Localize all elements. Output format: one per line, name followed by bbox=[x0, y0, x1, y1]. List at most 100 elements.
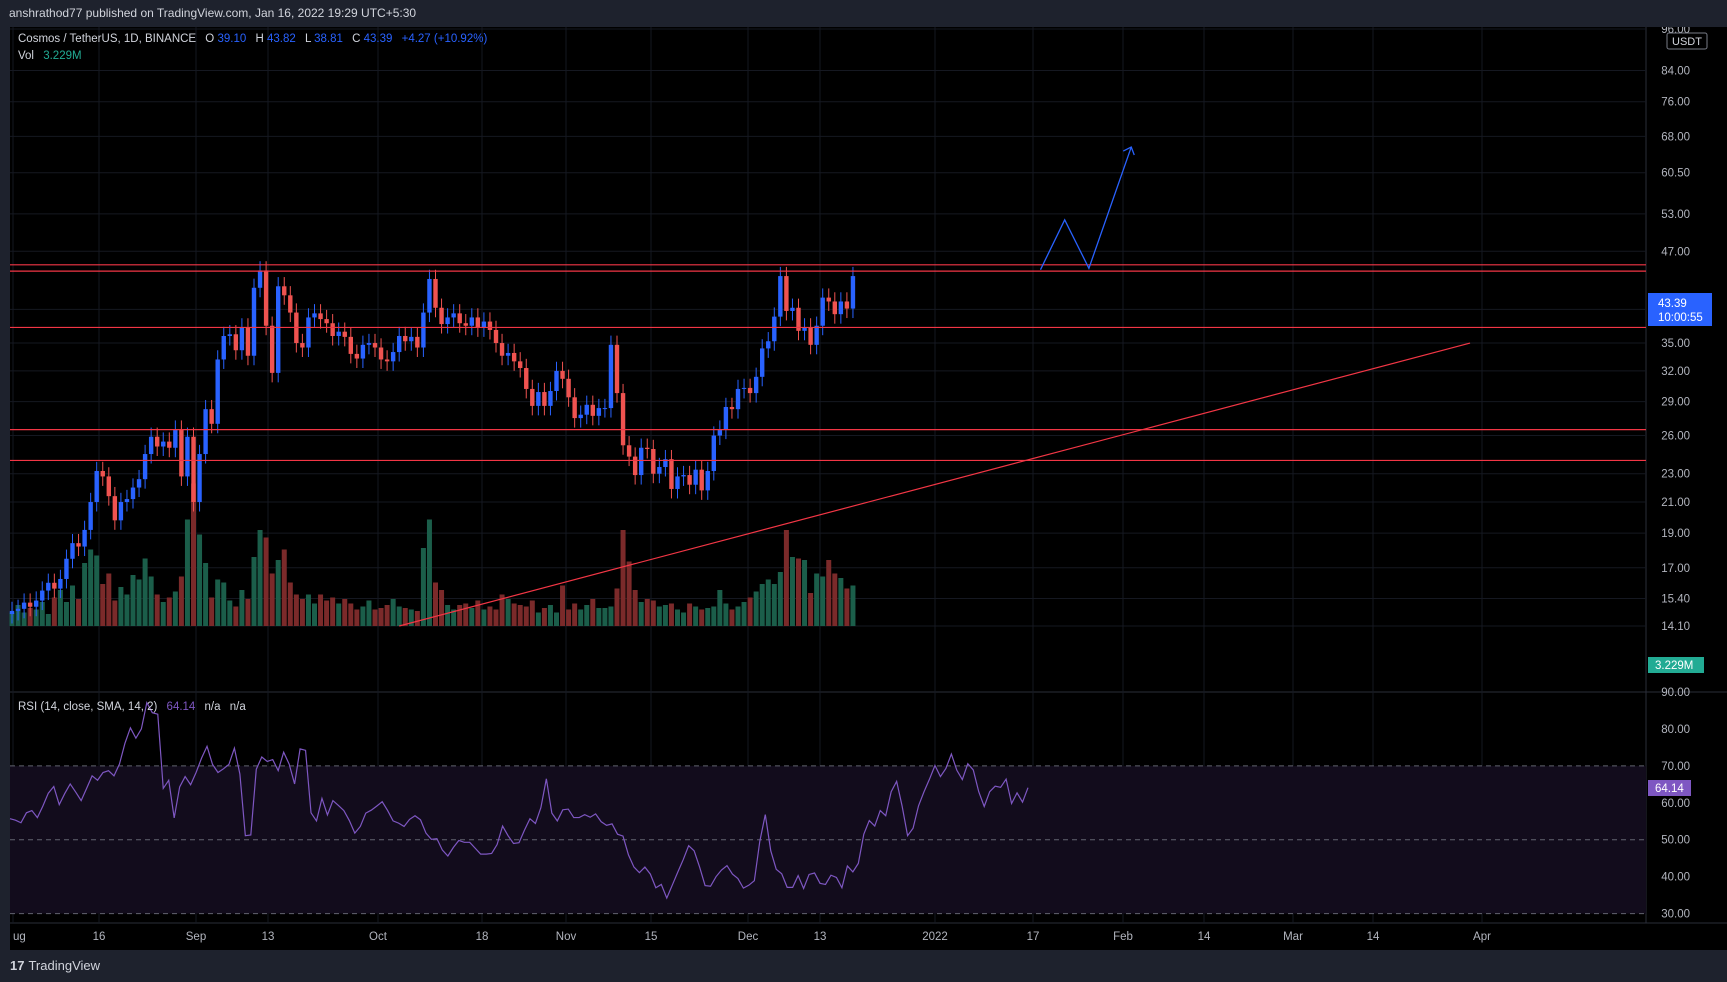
volume-bar bbox=[318, 594, 324, 626]
volume-bar bbox=[511, 603, 517, 626]
time-tick-label: 14 bbox=[1198, 931, 1211, 943]
tradingview-logo[interactable]: 17 TradingView bbox=[10, 958, 100, 973]
volume-bar bbox=[705, 608, 711, 626]
candle-body bbox=[88, 502, 93, 530]
volume-bar bbox=[632, 590, 638, 626]
candle-body bbox=[499, 343, 505, 356]
countdown-label: 10:00:55 bbox=[1658, 312, 1703, 324]
price-tick-label: 47.00 bbox=[1661, 246, 1690, 258]
candle-body bbox=[300, 343, 305, 348]
projection-path bbox=[1039, 146, 1135, 270]
volume-bar bbox=[675, 609, 680, 626]
candle-body bbox=[191, 436, 196, 503]
candle-body bbox=[814, 325, 819, 345]
candle-body bbox=[445, 317, 450, 325]
legend-vol-value: 3.229M bbox=[43, 50, 81, 62]
time-tick-label: Apr bbox=[1473, 931, 1491, 943]
footer-bar: 17 TradingView bbox=[0, 950, 1727, 982]
volume-bar bbox=[560, 585, 566, 626]
candle-body bbox=[747, 387, 753, 394]
volume-bar bbox=[596, 608, 602, 626]
chart-canvas[interactable]: 96.0084.0076.0068.0060.5053.0047.0039.00… bbox=[0, 27, 1727, 950]
candle-body bbox=[82, 529, 87, 547]
volume-bar bbox=[384, 605, 390, 626]
volume-bar bbox=[227, 600, 233, 626]
candle-body bbox=[463, 323, 468, 326]
volume-bar bbox=[45, 614, 51, 626]
volume-bar bbox=[299, 599, 305, 626]
candle-body bbox=[838, 301, 844, 315]
candle-body bbox=[790, 307, 795, 311]
volume-bar bbox=[136, 579, 142, 626]
price-tick-label: 35.00 bbox=[1661, 338, 1690, 350]
currency-box[interactable] bbox=[1666, 32, 1708, 50]
volume-bar bbox=[100, 584, 106, 626]
volume-bar bbox=[457, 605, 463, 626]
candle-body bbox=[808, 327, 813, 345]
time-tick-label: 2022 bbox=[922, 931, 948, 943]
volume-bar bbox=[70, 585, 75, 626]
candle-body bbox=[330, 323, 335, 337]
candle-body bbox=[693, 469, 698, 485]
legend-o-value: 39.10 bbox=[217, 33, 246, 45]
candle-body bbox=[542, 392, 547, 406]
candle-body bbox=[530, 388, 535, 406]
candle-body bbox=[306, 317, 311, 348]
legend-c-value: 43.39 bbox=[364, 33, 393, 45]
candle-body bbox=[584, 404, 589, 415]
volume-bar bbox=[154, 594, 160, 626]
candle-body bbox=[602, 408, 608, 410]
candle-body bbox=[675, 476, 680, 489]
volume-bar bbox=[414, 611, 420, 626]
volume-bar bbox=[396, 606, 402, 626]
price-tick-label: 32.00 bbox=[1661, 366, 1690, 378]
candle-body bbox=[493, 329, 499, 344]
volume-bar bbox=[191, 483, 196, 626]
candle-body bbox=[560, 370, 565, 379]
volume-bar bbox=[221, 582, 227, 626]
volume-bar bbox=[63, 602, 69, 626]
candle-body bbox=[590, 404, 595, 416]
candle-body bbox=[384, 359, 390, 362]
time-tick-label: ug bbox=[13, 931, 26, 943]
volume-bar bbox=[850, 585, 856, 626]
candle-body bbox=[511, 352, 517, 362]
candle-body bbox=[705, 471, 710, 491]
volume-bar bbox=[21, 612, 27, 626]
time-tick-label: 16 bbox=[93, 931, 106, 943]
volume-bar bbox=[469, 608, 475, 626]
legend-change: +4.27 (+10.92%) bbox=[402, 33, 488, 45]
volume-bar bbox=[687, 603, 693, 626]
time-tick-label: 18 bbox=[476, 931, 489, 943]
candle-body bbox=[348, 336, 353, 354]
volume-bar bbox=[699, 609, 705, 626]
candle-body bbox=[233, 334, 239, 351]
price-tick-label: 26.00 bbox=[1661, 431, 1690, 443]
price-tick-label: 53.00 bbox=[1661, 209, 1690, 221]
volume-bar bbox=[681, 612, 687, 626]
candle-body bbox=[723, 406, 729, 430]
volume-bar bbox=[378, 608, 384, 626]
candle-body bbox=[173, 429, 178, 448]
volume-bar bbox=[209, 597, 215, 626]
price-tick-label: 84.00 bbox=[1661, 66, 1690, 78]
volume-bar bbox=[505, 599, 511, 626]
volume-series bbox=[9, 483, 856, 626]
volume-bar bbox=[269, 573, 275, 626]
legend-vol-label: Vol bbox=[18, 50, 34, 62]
time-tick-label: Sep bbox=[186, 931, 206, 943]
candle-body bbox=[850, 276, 856, 309]
volume-bar bbox=[324, 600, 330, 626]
candle-body bbox=[94, 471, 99, 503]
trendline bbox=[399, 342, 1471, 627]
volume-bar bbox=[426, 519, 432, 626]
candle-body bbox=[487, 321, 493, 330]
candle-body bbox=[578, 414, 583, 419]
volume-bar bbox=[439, 590, 445, 626]
candle-body bbox=[52, 582, 57, 589]
volume-bar bbox=[735, 606, 741, 626]
legend-c-label: C bbox=[352, 33, 360, 45]
candle-body bbox=[421, 312, 426, 348]
candle-body bbox=[596, 408, 602, 416]
volume-bar bbox=[759, 584, 765, 626]
